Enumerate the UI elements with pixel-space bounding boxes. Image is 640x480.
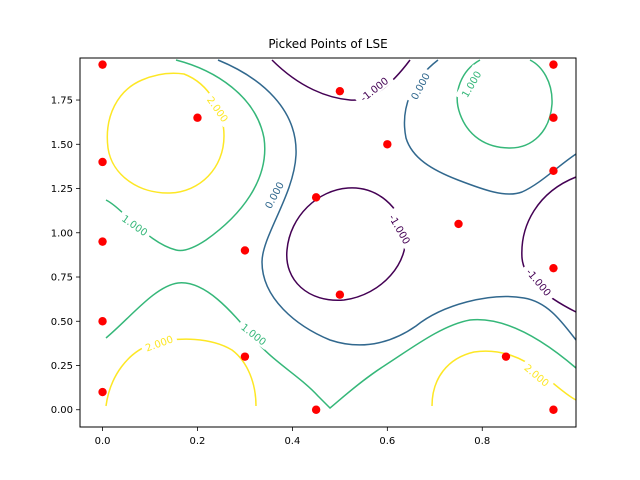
x-tick-label: 0.0 [95,436,111,447]
x-tick-label: 0.6 [379,436,395,447]
scatter-point [240,352,250,361]
contour-label-bg [404,66,434,105]
contour-line-0-left [217,59,577,346]
contour-label-bg [352,69,395,107]
scatter-point [549,263,558,273]
scatter-point [311,193,321,202]
contour-line-1-bottom [105,282,577,410]
scatter-point [240,246,250,255]
scatter-point [549,166,558,176]
scatter-point [98,317,107,326]
scatter-point [193,113,202,122]
scatter-point [549,60,558,69]
contour-label-bg [202,89,235,128]
scatter-point [335,290,345,299]
y-tick-label: 1.75 [51,96,73,107]
chart-title: Picked Points of LSE [268,37,387,51]
y-tick-label: 0.75 [51,273,73,284]
scatter-points [98,60,558,414]
contour-label-bg [258,175,288,214]
x-tick-label: 0.8 [474,436,490,447]
scatter-point [98,60,107,69]
scatter-point [454,219,463,229]
contour-label-bg [455,64,486,103]
contour-label-bg [384,206,418,251]
scatter-point [98,237,107,246]
y-tick-label: 1.25 [51,184,73,195]
scatter-point [501,352,511,361]
y-tick-label: 0.50 [51,317,73,328]
y-tick-label: 0.25 [51,361,73,372]
contour-label-bg [519,357,556,392]
y-tick-label: 0.00 [51,405,73,416]
contour-label-bg [116,208,155,241]
y-tick-label: 1.50 [51,140,73,151]
x-axis: 0.0 0.2 0.4 0.6 0.8 [95,427,490,447]
y-tick-label: 1.00 [51,228,73,239]
scatter-point [549,113,558,122]
scatter-point [383,140,392,149]
contour-line-0-right [403,59,577,195]
x-tick-label: 0.2 [190,436,206,447]
x-tick-label: 0.4 [284,436,300,447]
contour-label-bg [236,316,274,350]
contour-label-bg [139,329,178,355]
scatter-point [98,387,107,397]
y-axis: 0.00 0.25 0.50 0.75 1.00 1.25 1.50 1.75 [51,96,80,416]
contour-label-bg [520,260,559,302]
scatter-point [98,157,107,167]
scatter-point [335,86,345,96]
scatter-point [311,405,321,414]
contour-line-2-bottomleft [105,338,257,407]
scatter-point [549,405,558,414]
plot-frame [79,57,577,428]
